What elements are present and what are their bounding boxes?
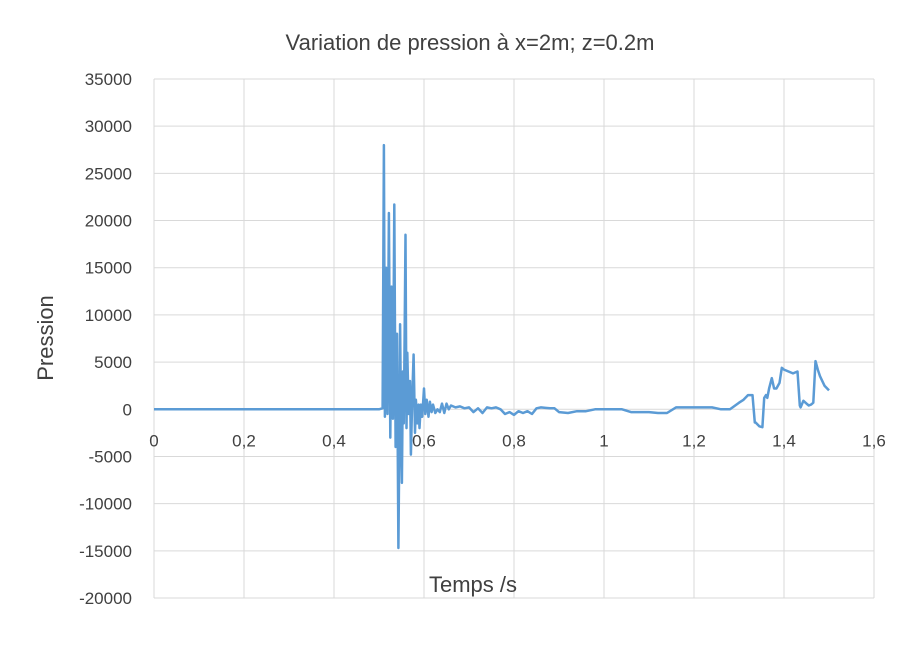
x-axis-label: Temps /s — [429, 572, 517, 597]
y-tick-label: 15000 — [85, 259, 132, 278]
x-tick-label: 0,8 — [502, 431, 526, 450]
y-tick-label: 25000 — [85, 164, 132, 183]
gridlines — [153, 78, 875, 599]
y-tick-label: 35000 — [85, 70, 132, 89]
x-tick-label: 0,2 — [232, 431, 256, 450]
y-tick-label: 30000 — [85, 117, 132, 136]
x-tick-label: 0,4 — [322, 431, 346, 450]
chart-title: Variation de pression à x=2m; z=0.2m — [286, 30, 655, 55]
x-tick-label: 1,4 — [772, 431, 796, 450]
x-axis-ticks: 0 0,2 0,4 0,6 0,8 1 1,2 1,4 1,6 — [149, 431, 886, 450]
y-tick-label: 20000 — [85, 212, 132, 231]
y-tick-label: -5000 — [89, 447, 132, 466]
y-axis-label: Pression — [33, 295, 58, 381]
x-tick-label: 0 — [149, 431, 158, 450]
y-tick-label: -15000 — [79, 542, 132, 561]
y-tick-label: 0 — [123, 400, 132, 419]
series-layer — [154, 143, 830, 550]
y-tick-label: 10000 — [85, 306, 132, 325]
x-tick-label: 1,2 — [682, 431, 706, 450]
y-tick-label: 5000 — [94, 353, 132, 372]
series-line-1 — [154, 143, 830, 550]
y-tick-label: -10000 — [79, 495, 132, 514]
x-tick-label: 1 — [599, 431, 608, 450]
y-tick-label: -20000 — [79, 589, 132, 608]
y-axis-ticks: 35000 30000 25000 20000 15000 10000 5000 0 -5000… — [79, 70, 132, 608]
x-tick-label: 1,6 — [862, 431, 886, 450]
x-tick-label: 0,6 — [412, 431, 436, 450]
